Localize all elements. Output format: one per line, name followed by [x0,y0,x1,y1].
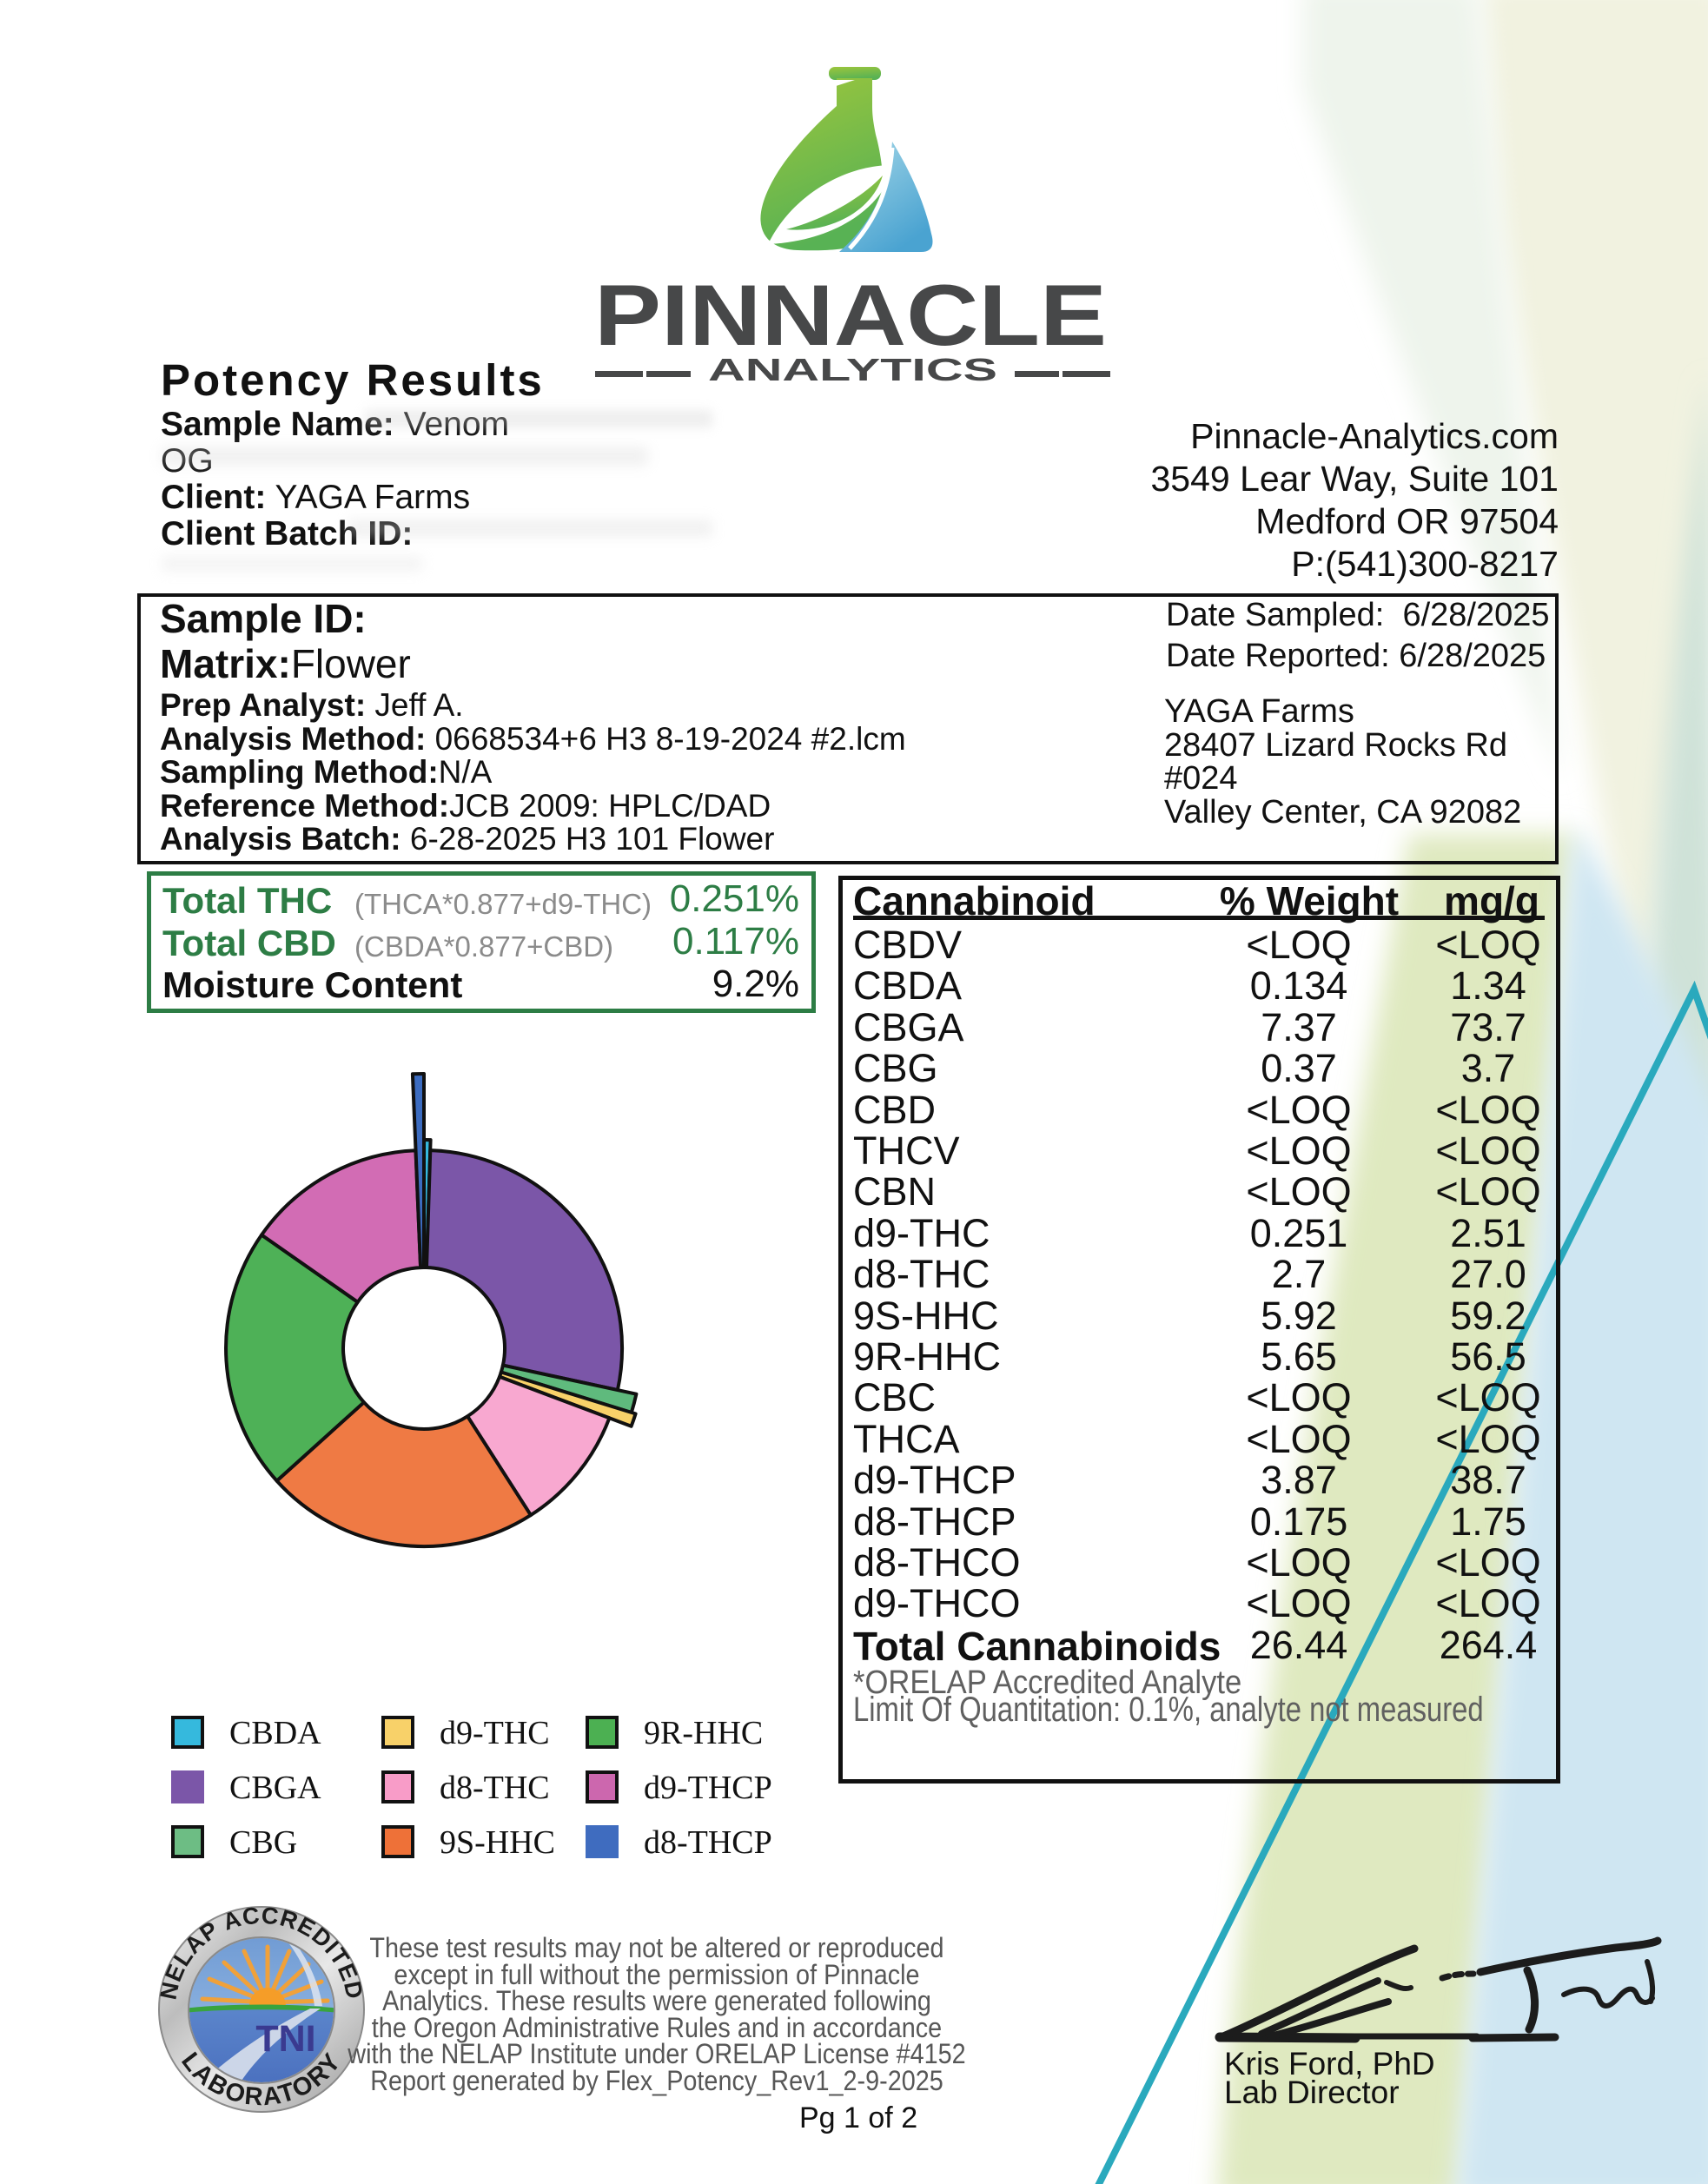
svg-text:TNI: TNI [255,2018,315,2060]
svg-text:PINNACLE: PINNACLE [594,267,1107,363]
svg-text:ANALYTICS: ANALYTICS [708,352,997,387]
